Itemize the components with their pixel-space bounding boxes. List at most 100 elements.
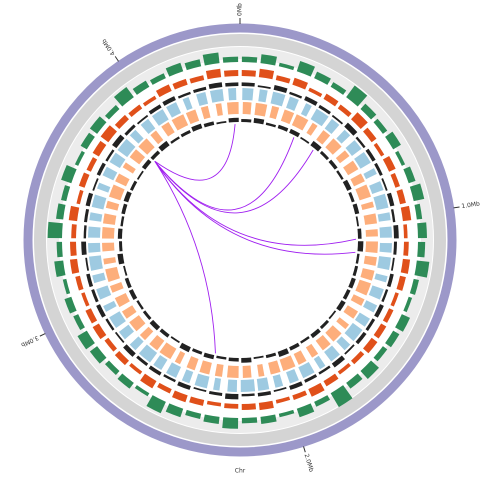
histogram-bar: [381, 178, 388, 191]
x-axis-label: Chr: [235, 468, 246, 475]
histogram-bar: [92, 178, 99, 191]
gene-block: [258, 89, 268, 103]
gene-block: [310, 108, 329, 127]
gene-block: [102, 213, 117, 225]
gene-block: [171, 114, 189, 131]
histogram-bar: [331, 355, 346, 368]
histogram-bar: [348, 277, 356, 289]
histogram-bar: [273, 85, 288, 94]
gene-block: [269, 105, 280, 120]
gene-block: [209, 89, 224, 103]
histogram-bar: [351, 112, 368, 129]
gene-block: [182, 96, 193, 111]
histogram-bar: [344, 122, 358, 136]
histogram-bar: [296, 403, 315, 418]
histogram-bar: [158, 140, 170, 152]
histogram-bar: [142, 95, 157, 107]
histogram-bar: [124, 277, 132, 289]
histogram-bar: [300, 336, 310, 344]
histogram-bar: [96, 162, 106, 176]
gene-block: [115, 173, 130, 187]
gene-block: [138, 344, 158, 363]
link: [154, 160, 356, 255]
histogram-bar: [292, 77, 308, 90]
histogram-bar: [208, 390, 223, 396]
histogram-bar: [265, 352, 277, 359]
gene-block: [355, 184, 372, 201]
histogram-bar: [346, 373, 363, 389]
histogram-bar: [202, 52, 220, 66]
gene-block: [298, 361, 315, 379]
gene-block: [350, 294, 365, 306]
histogram-bar: [310, 140, 322, 152]
histogram-bar: [225, 82, 239, 87]
histogram-bar: [113, 86, 134, 107]
histogram-bar: [241, 357, 252, 363]
histogram-bar: [81, 292, 90, 307]
histogram-bar: [319, 150, 330, 161]
gene-block: [140, 118, 156, 135]
histogram-bar: [275, 75, 291, 84]
gene-block: [354, 312, 371, 327]
histogram-bar: [117, 373, 134, 389]
gene-block: [121, 305, 137, 319]
histogram-bar: [310, 328, 321, 339]
histogram-bar: [91, 289, 99, 303]
histogram-bar: [92, 323, 107, 340]
histogram-bar: [185, 409, 202, 419]
histogram-bar: [180, 129, 191, 138]
histogram-bar: [114, 351, 129, 366]
gene-block: [363, 300, 378, 313]
histogram-bar: [278, 409, 295, 418]
link: [154, 161, 216, 354]
histogram-bar: [62, 278, 71, 295]
histogram-bar: [77, 330, 95, 350]
histogram-bar: [159, 328, 170, 338]
histogram-bar: [78, 172, 90, 188]
link: [154, 124, 236, 181]
gene-block: [293, 350, 307, 365]
histogram-bar: [373, 142, 385, 157]
histogram-bar: [331, 114, 344, 125]
histogram-bar: [308, 87, 323, 98]
histogram-bar: [148, 365, 162, 376]
tick-label: 0Mb: [237, 3, 244, 16]
histogram-bar: [142, 310, 152, 321]
histogram-bar: [277, 348, 290, 357]
gene-block: [213, 377, 221, 391]
histogram-bar: [123, 265, 128, 276]
gene-block: [109, 311, 126, 329]
histogram-bar: [373, 118, 388, 134]
histogram-bar: [222, 56, 239, 63]
histogram-bar: [136, 114, 149, 125]
gene-block: [102, 227, 115, 239]
histogram-bar: [81, 241, 87, 255]
histogram-bar: [104, 337, 117, 352]
histogram-bar: [71, 224, 77, 239]
histogram-bar: [47, 221, 63, 239]
histogram-bar: [184, 59, 202, 71]
histogram-bar: [260, 414, 277, 424]
gene-block: [336, 129, 351, 144]
background-ring: [34, 34, 446, 446]
gene-block: [166, 102, 182, 118]
histogram-bar: [61, 185, 71, 202]
gene-block: [186, 356, 199, 371]
gene-block: [108, 184, 125, 201]
histogram-bar: [241, 393, 255, 397]
histogram-bar: [241, 403, 256, 410]
gene-block: [138, 138, 155, 155]
gene-block: [286, 96, 299, 111]
gene-block: [129, 336, 144, 351]
histogram-bar: [123, 191, 132, 203]
histogram-bar: [114, 331, 125, 344]
histogram-bar: [342, 289, 351, 300]
tick-label: 4.0Mb: [101, 37, 117, 56]
gene-block: [363, 213, 378, 225]
histogram-bar: [241, 417, 258, 424]
histogram-bar: [56, 241, 63, 258]
histogram-bar: [289, 128, 300, 138]
histogram-bar: [193, 386, 207, 393]
gene-block: [117, 138, 136, 158]
histogram-bar: [146, 395, 166, 414]
